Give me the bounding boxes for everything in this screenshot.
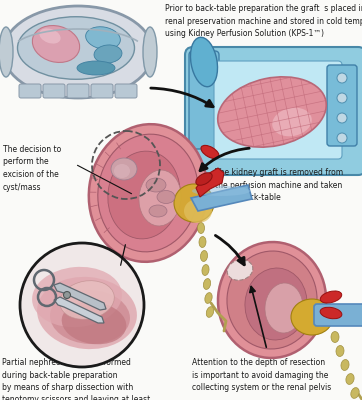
- Ellipse shape: [202, 264, 209, 276]
- FancyBboxPatch shape: [67, 84, 89, 98]
- FancyBboxPatch shape: [327, 65, 357, 146]
- Ellipse shape: [201, 250, 207, 262]
- Ellipse shape: [192, 186, 250, 196]
- Ellipse shape: [291, 299, 333, 335]
- Ellipse shape: [320, 307, 342, 319]
- Ellipse shape: [32, 267, 122, 327]
- Ellipse shape: [196, 173, 212, 185]
- Ellipse shape: [149, 205, 167, 217]
- Ellipse shape: [272, 108, 312, 136]
- Text: The decision to
perform the
excision of the
cyst/mass: The decision to perform the excision of …: [3, 145, 61, 192]
- Polygon shape: [54, 283, 106, 310]
- Ellipse shape: [184, 199, 212, 223]
- Text: Attention to the depth of resection
is important to avoid damaging the
collectin: Attention to the depth of resection is i…: [192, 358, 331, 392]
- Ellipse shape: [114, 164, 130, 178]
- Circle shape: [337, 133, 347, 143]
- Ellipse shape: [336, 346, 344, 356]
- Ellipse shape: [199, 236, 206, 248]
- Ellipse shape: [157, 190, 175, 204]
- Ellipse shape: [89, 124, 207, 262]
- Text: Partial nephrectomy is performed
during back-table preparation
by means of sharp: Partial nephrectomy is performed during …: [2, 358, 156, 400]
- FancyBboxPatch shape: [189, 51, 219, 149]
- Ellipse shape: [206, 307, 214, 317]
- Text: Prior to back-table preparation the graft  s placed in a Lifeport™
renal preserv: Prior to back-table preparation the graf…: [165, 4, 362, 38]
- Polygon shape: [196, 168, 224, 197]
- Ellipse shape: [203, 278, 211, 290]
- Circle shape: [337, 113, 347, 123]
- Ellipse shape: [331, 332, 339, 342]
- Circle shape: [20, 243, 144, 367]
- Ellipse shape: [265, 283, 303, 333]
- Polygon shape: [54, 297, 104, 323]
- Ellipse shape: [37, 277, 137, 349]
- Ellipse shape: [218, 77, 326, 147]
- Ellipse shape: [139, 170, 181, 226]
- FancyBboxPatch shape: [115, 84, 137, 98]
- Ellipse shape: [320, 291, 342, 303]
- Ellipse shape: [86, 27, 120, 49]
- Ellipse shape: [205, 293, 212, 303]
- FancyBboxPatch shape: [19, 84, 41, 98]
- Ellipse shape: [39, 28, 60, 44]
- Circle shape: [63, 292, 71, 298]
- Ellipse shape: [245, 268, 307, 340]
- Ellipse shape: [98, 134, 198, 252]
- Ellipse shape: [227, 260, 253, 280]
- Circle shape: [337, 73, 347, 83]
- Ellipse shape: [17, 17, 135, 79]
- Ellipse shape: [346, 374, 354, 384]
- Circle shape: [337, 93, 347, 103]
- Ellipse shape: [201, 145, 219, 159]
- Ellipse shape: [143, 27, 157, 77]
- Ellipse shape: [198, 222, 205, 234]
- Ellipse shape: [111, 158, 137, 180]
- Ellipse shape: [108, 151, 180, 239]
- Ellipse shape: [146, 178, 166, 192]
- Ellipse shape: [190, 37, 218, 87]
- Ellipse shape: [227, 251, 317, 349]
- Polygon shape: [191, 185, 252, 211]
- Ellipse shape: [341, 360, 349, 370]
- Ellipse shape: [3, 6, 153, 98]
- FancyBboxPatch shape: [43, 84, 65, 98]
- Text: The kidney graft is removed from
the perfusion machine and taken
to the back-tab: The kidney graft is removed from the per…: [215, 168, 343, 202]
- Ellipse shape: [50, 290, 130, 344]
- FancyBboxPatch shape: [91, 84, 113, 98]
- Ellipse shape: [174, 184, 214, 222]
- FancyBboxPatch shape: [214, 61, 342, 159]
- FancyBboxPatch shape: [185, 47, 362, 175]
- Ellipse shape: [351, 388, 359, 398]
- FancyBboxPatch shape: [314, 304, 362, 326]
- Ellipse shape: [218, 242, 326, 358]
- Ellipse shape: [62, 302, 126, 344]
- Ellipse shape: [77, 61, 115, 75]
- Ellipse shape: [94, 45, 122, 63]
- Ellipse shape: [60, 281, 114, 319]
- Ellipse shape: [0, 27, 13, 77]
- Ellipse shape: [32, 26, 80, 62]
